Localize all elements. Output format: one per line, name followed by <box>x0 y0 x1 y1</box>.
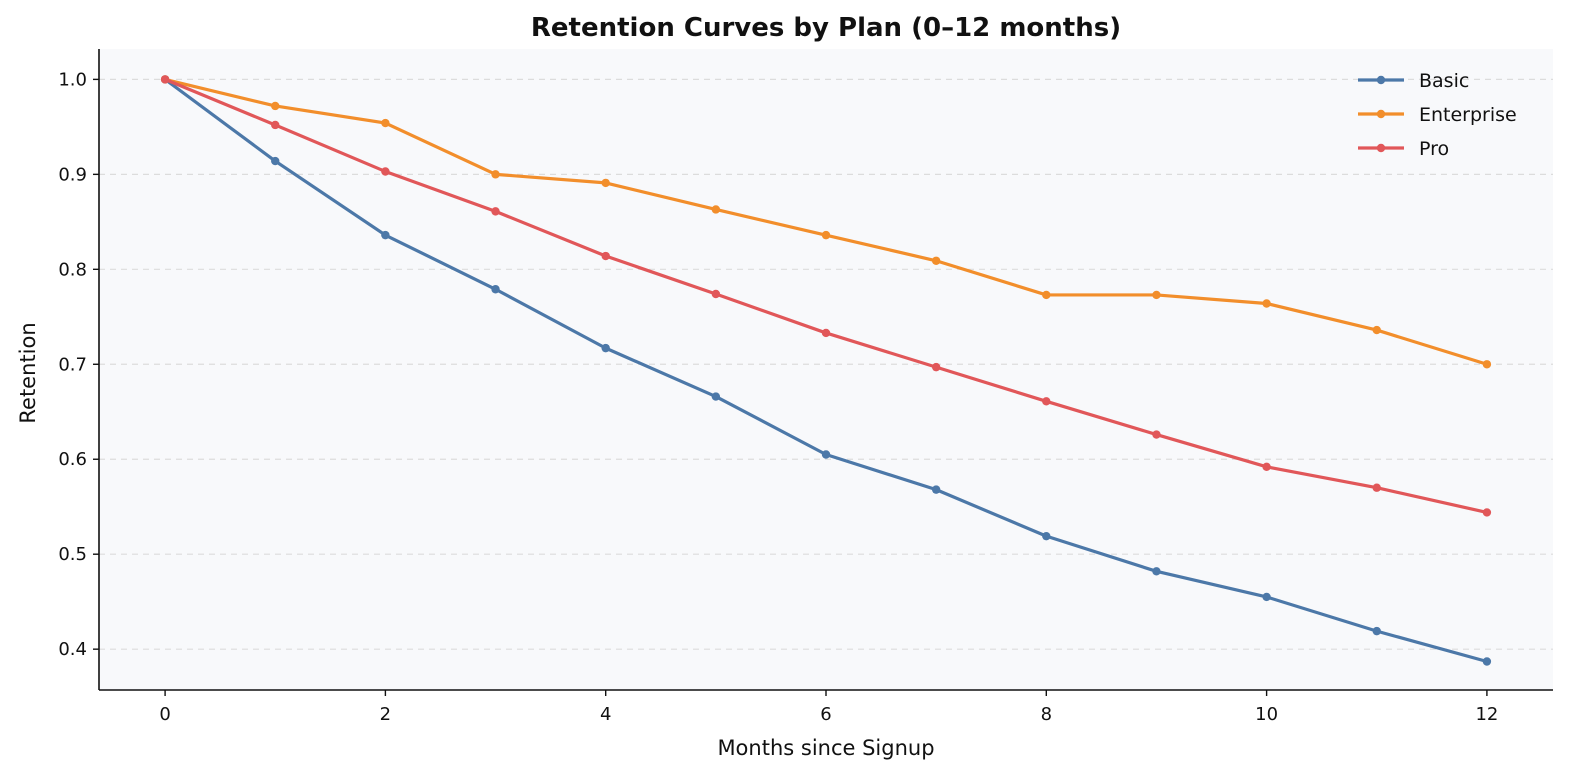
legend-label-basic: Basic <box>1419 70 1469 92</box>
grid-lines <box>99 78 1553 650</box>
data-point-pro <box>711 289 721 299</box>
plot-area <box>99 49 1553 690</box>
data-point-pro <box>381 167 390 176</box>
data-point-basic <box>601 343 610 353</box>
data-point-basic <box>381 230 390 240</box>
data-point-pro <box>160 75 170 84</box>
data-point-basic <box>1042 531 1051 541</box>
legend-label-pro: Pro <box>1419 138 1449 160</box>
tick-labels: 0 2 4 6 8 10 12 0.4 0.5 0.6 0.7 0.8 0.9 1.0 <box>58 69 1498 725</box>
data-point-basic <box>1482 657 1492 666</box>
data-point-enterprise <box>601 178 610 188</box>
chart-title: Retention Curves by Plan (0–12 months) <box>531 13 1121 43</box>
data-point-basic <box>711 392 721 401</box>
data-point-enterprise <box>381 118 390 128</box>
x-tick-label: 0 <box>159 704 170 725</box>
data-point-pro <box>601 251 610 261</box>
data-point-pro <box>271 120 280 130</box>
data-point-basic <box>931 485 941 494</box>
data-point-enterprise <box>711 205 721 214</box>
legend-entry-basic: Basic <box>1358 70 1469 92</box>
data-point-enterprise <box>491 170 500 179</box>
series-basic <box>160 75 1492 666</box>
x-tick-label: 8 <box>1041 704 1052 725</box>
data-point-basic <box>1152 567 1161 576</box>
data-point-basic <box>1372 626 1381 636</box>
x-axis-label: Months since Signup <box>717 736 934 760</box>
legend-label-enterprise: Enterprise <box>1419 104 1517 126</box>
data-point-enterprise <box>1372 325 1381 335</box>
legend-marker-enterprise <box>1376 109 1386 119</box>
legend-marker-basic <box>1376 75 1386 85</box>
legend-entry-enterprise: Enterprise <box>1358 104 1517 126</box>
legend-marker-pro <box>1376 143 1386 153</box>
data-point-enterprise <box>271 101 280 111</box>
data-point-enterprise <box>1262 299 1271 308</box>
x-tick-label: 4 <box>600 704 611 725</box>
axes <box>93 49 1553 696</box>
data-point-basic <box>271 156 280 166</box>
data-point-pro <box>821 328 831 338</box>
data-point-pro <box>1372 483 1381 492</box>
data-point-basic <box>1262 592 1271 602</box>
y-tick-label: 0.6 <box>58 449 87 470</box>
y-tick-label: 0.8 <box>58 259 87 280</box>
x-tick-label: 12 <box>1475 704 1498 725</box>
data-point-basic <box>821 450 831 459</box>
y-axis-label: Retention <box>16 322 40 423</box>
series-enterprise <box>160 75 1492 369</box>
x-tick-label: 6 <box>820 704 831 725</box>
data-point-enterprise <box>821 230 831 240</box>
data-point-pro <box>1262 462 1271 472</box>
data-point-enterprise <box>1152 290 1161 300</box>
data-point-basic <box>491 285 500 294</box>
x-tick-label: 10 <box>1255 704 1278 725</box>
y-tick-label: 0.5 <box>58 544 87 565</box>
legend-entry-pro: Pro <box>1358 138 1449 160</box>
y-tick-label: 0.9 <box>58 164 87 185</box>
x-tick-label: 2 <box>380 704 391 725</box>
data-point-pro <box>931 362 941 372</box>
data-point-pro <box>1482 508 1492 517</box>
data-point-pro <box>1152 430 1161 439</box>
y-tick-label: 0.7 <box>58 354 87 375</box>
data-point-pro <box>491 207 500 216</box>
y-tick-label: 0.4 <box>58 639 87 660</box>
series-layer <box>160 75 1492 666</box>
y-tick-label: 1.0 <box>58 69 87 90</box>
data-point-pro <box>1042 397 1051 406</box>
data-point-enterprise <box>931 256 941 265</box>
legend: Basic Enterprise Pro <box>1358 70 1517 160</box>
series-pro <box>160 75 1492 517</box>
data-point-enterprise <box>1482 360 1492 369</box>
data-point-enterprise <box>1042 290 1051 300</box>
